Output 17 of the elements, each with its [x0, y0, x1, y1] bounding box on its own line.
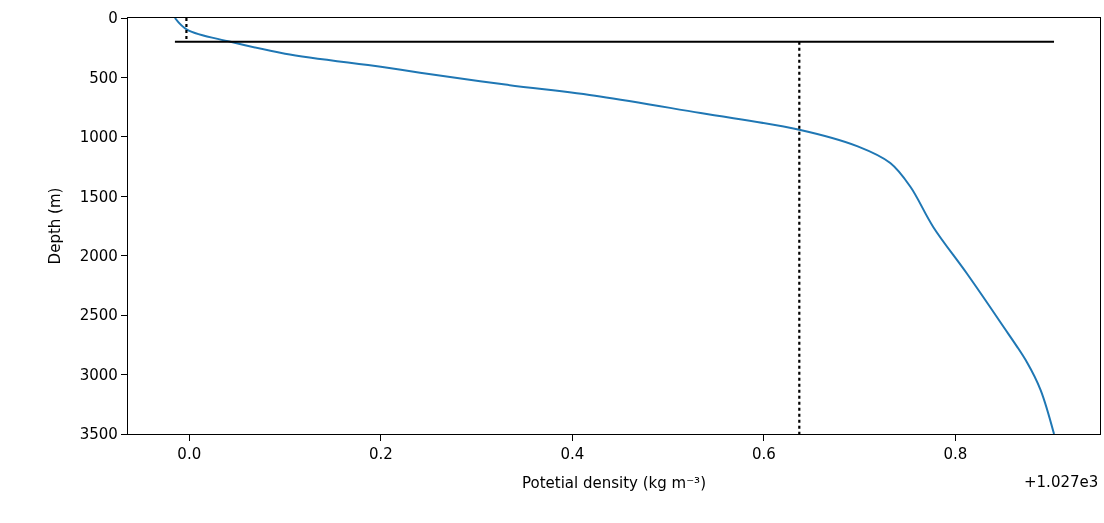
x-tick-label: 0.8	[943, 445, 968, 464]
y-tick-label: 0	[108, 9, 118, 28]
y-tick-label: 2500	[79, 306, 118, 325]
x-tick-label: 0.6	[751, 445, 776, 464]
x-tick-label: 0.2	[368, 445, 393, 464]
y-tick-label: 500	[89, 68, 118, 87]
line-series	[173, 18, 1056, 434]
y-axis-title: Depth (m)	[45, 187, 64, 265]
y-tick-label: 3500	[79, 425, 118, 444]
x-tick-label: 0.0	[177, 445, 202, 464]
y-tick-label: 1500	[79, 187, 118, 206]
y-tick-label: 1000	[79, 128, 118, 147]
x-axis-title: Potetial density (kg m⁻³)	[522, 474, 706, 493]
y-tick-label: 3000	[79, 365, 118, 384]
text: +1.027e3	[1024, 473, 1099, 491]
x-tick-label: 0.4	[560, 445, 585, 464]
y-tick-label: 2000	[79, 246, 118, 265]
